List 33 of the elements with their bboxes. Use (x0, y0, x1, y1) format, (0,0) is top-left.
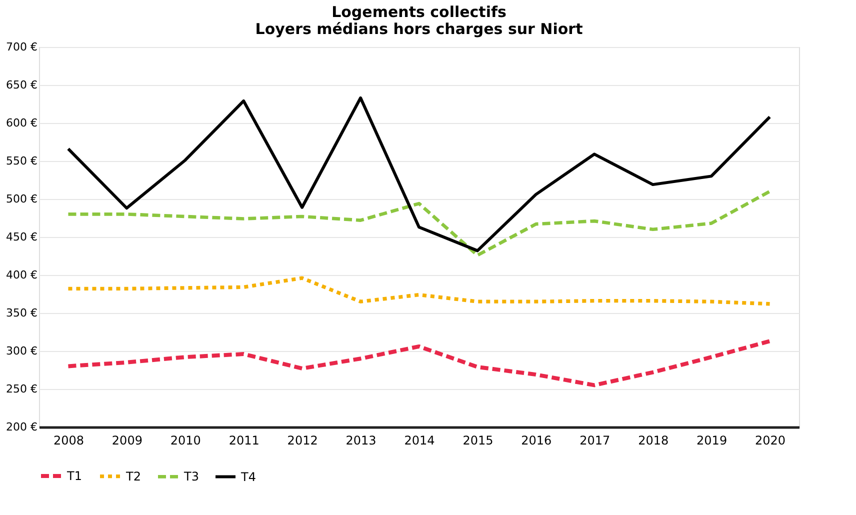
x-tick-label: 2011 (228, 434, 260, 448)
y-tick-label: 550 € (6, 154, 38, 168)
x-tick-label: 2012 (287, 434, 318, 448)
y-tick-label: 600 € (6, 116, 38, 130)
x-tick-label: 2019 (696, 434, 728, 448)
legend-label: T3 (183, 470, 199, 484)
x-tick-label: 2018 (638, 434, 669, 448)
y-tick-label: 250 € (6, 382, 38, 396)
y-tick-label: 400 € (6, 268, 38, 282)
x-tick-label: 2015 (462, 434, 494, 448)
x-tick-label: 2013 (346, 434, 376, 448)
legend-label: T1 (66, 469, 82, 483)
x-tick-label: 2020 (754, 434, 786, 448)
y-tick-label: 350 € (6, 306, 38, 320)
x-tick-label: 2009 (112, 434, 142, 448)
line-series (66, 190, 772, 257)
x-tick-label: 2017 (580, 434, 610, 448)
chart-title: Logements collectifs Loyers médians hors charges sur Niort (255, 3, 583, 38)
y-tick-label: 650 € (6, 78, 38, 92)
y-tick-label: 500 € (6, 192, 38, 206)
x-tick-label: 2008 (53, 434, 84, 448)
y-tick-label: 700 € (6, 40, 38, 54)
line-series (66, 96, 772, 252)
line-series (66, 276, 772, 306)
x-tick-label: 2016 (521, 434, 552, 448)
legend-label: T2 (125, 469, 141, 484)
y-tick-label: 450 € (6, 230, 38, 244)
legend-label: T4 (240, 470, 256, 484)
y-tick-label: 300 € (6, 344, 38, 358)
x-tick-label: 2010 (170, 434, 201, 448)
line-series (66, 339, 772, 388)
x-tick-label: 2014 (404, 434, 435, 448)
y-tick-label: 200 € (6, 420, 38, 434)
